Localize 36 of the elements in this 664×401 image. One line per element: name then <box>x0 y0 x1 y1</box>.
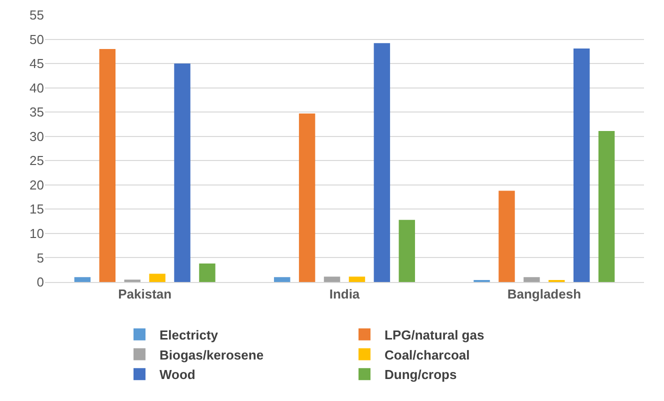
bar <box>298 114 316 282</box>
legend-label: LPG/natural gas <box>384 327 484 342</box>
legend-label: Biogas/kerosene <box>160 347 264 362</box>
bar <box>498 190 515 282</box>
bar <box>573 48 590 282</box>
legend-label: Dung/crops <box>384 367 457 382</box>
bar <box>74 277 91 282</box>
y-tick-label: 40 <box>30 80 44 96</box>
y-tick-label: 45 <box>30 56 44 72</box>
legend-label: Coal/charcoal <box>384 347 470 362</box>
bar <box>274 277 290 282</box>
y-tick-label: 55 <box>30 8 44 23</box>
y-tick-label: 15 <box>30 202 44 217</box>
legend-label: Wood <box>160 367 196 382</box>
x-tick-label: India <box>329 286 360 302</box>
y-tick-label: 25 <box>30 153 44 168</box>
bar <box>348 276 366 282</box>
bar <box>598 131 615 282</box>
bar <box>324 276 340 282</box>
x-tick-label: Pakistan <box>118 286 172 302</box>
bar <box>149 274 166 282</box>
y-tick-label: 5 <box>36 250 44 266</box>
bar <box>398 220 416 282</box>
bar <box>99 48 116 282</box>
y-tick-label: 10 <box>30 226 44 241</box>
y-tick-label: 30 <box>30 128 44 144</box>
y-tick-label: 35 <box>30 104 44 120</box>
bar <box>174 64 190 282</box>
bar <box>199 264 216 282</box>
y-tick-label: 20 <box>30 177 44 192</box>
legend-label: Electricty <box>160 327 219 342</box>
x-tick-label: Bangladesh <box>507 286 582 302</box>
y-tick-label: 0 <box>36 274 44 290</box>
y-tick-label: 50 <box>30 32 44 47</box>
bar <box>524 277 540 282</box>
bar <box>374 43 390 282</box>
